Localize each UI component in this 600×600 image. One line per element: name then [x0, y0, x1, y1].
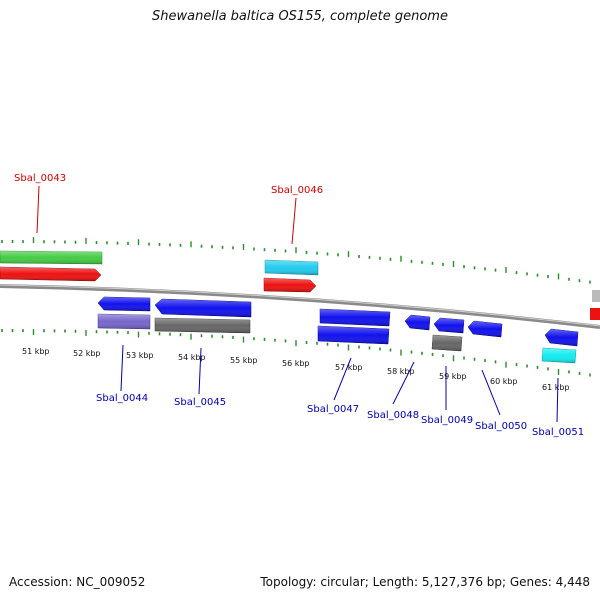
- tick-marks-inner: [1, 329, 591, 377]
- forward-gene-labels: Sbal_0043 Sbal_0046: [14, 173, 323, 245]
- map-title: Shewanella baltica OS155, complete genom…: [152, 9, 448, 24]
- gene-label-sbal-0046[interactable]: Sbal_0046: [271, 185, 323, 196]
- gene-sbal-0045-shine: [155, 299, 251, 317]
- gene-purple-shine: [98, 314, 150, 329]
- gene-label-sbal-0043[interactable]: Sbal_0043: [14, 173, 66, 184]
- tick-label: 59 kbp: [439, 372, 467, 381]
- tick-label: 61 kbp: [542, 383, 570, 392]
- leader-line: [198, 347, 202, 395]
- gene-label-sbal-0048[interactable]: Sbal_0048: [367, 410, 419, 421]
- leader-line: [392, 361, 415, 405]
- leader-line: [481, 369, 501, 416]
- leader-line: [291, 197, 297, 245]
- gene-sbal-0051-shine: [542, 348, 576, 363]
- tick-label: 56 kbp: [282, 359, 310, 368]
- forward-genes: [0, 250, 600, 320]
- accession-label: Accession: NC_009052: [9, 575, 146, 589]
- tick-label: 51 kbp: [22, 347, 50, 356]
- tick-label: 55 kbp: [230, 356, 258, 365]
- leader-line: [556, 377, 559, 423]
- backbone-highlight: [0, 284, 600, 327]
- tick-label: 58 kbp: [387, 367, 415, 376]
- gene-sbal-0046-shine: [264, 278, 316, 292]
- tick-label: 52 kbp: [73, 349, 101, 358]
- gene-label-sbal-0045[interactable]: Sbal_0045: [174, 397, 226, 408]
- tick-label: 54 kbp: [178, 353, 206, 362]
- gene-sbal-0050-shine: [468, 321, 502, 337]
- gene-lightgray-edge[interactable]: [592, 290, 600, 302]
- gene-label-sbal-0050[interactable]: Sbal_0050: [475, 421, 527, 432]
- gene-sbal-0043-green-shine: [0, 251, 102, 264]
- gene-blue-upper-0047-shine: [320, 309, 390, 326]
- gene-blue-0051-shine: [545, 329, 578, 346]
- gene-sbal-0049-blue-shine: [434, 318, 464, 333]
- gene-sbal-0044-shine: [98, 297, 150, 311]
- leader-line: [120, 344, 124, 392]
- tick-label: 57 kbp: [335, 363, 363, 372]
- reverse-genes: [97, 296, 579, 364]
- tick-label: 53 kbp: [126, 351, 154, 360]
- gene-label-sbal-0051[interactable]: Sbal_0051: [532, 427, 584, 438]
- tick-marks-outer: [1, 237, 591, 284]
- leader-line: [333, 357, 352, 401]
- gene-sbal-0048-shine: [405, 315, 430, 330]
- gene-label-sbal-0044[interactable]: Sbal_0044: [96, 393, 148, 404]
- gene-sbal-0049-shine: [432, 335, 462, 351]
- gene-gray-0045-shine: [155, 318, 250, 333]
- backbone: [0, 284, 600, 329]
- gene-sbal-0043-shine: [0, 267, 101, 281]
- tick-labels: 51 kbp 52 kbp 53 kbp 54 kbp 55 kbp 56 kb…: [22, 347, 570, 392]
- gene-sbal-0047-shine: [318, 326, 389, 344]
- gene-cyan-shine: [265, 260, 318, 275]
- tick-label: 60 kbp: [490, 377, 518, 386]
- gene-label-sbal-0049[interactable]: Sbal_0049: [421, 415, 473, 426]
- genome-summary: Topology: circular; Length: 5,127,376 bp…: [260, 575, 590, 589]
- leader-line: [36, 185, 40, 234]
- gene-red-edge[interactable]: [590, 308, 600, 320]
- gene-label-sbal-0047[interactable]: Sbal_0047: [307, 404, 359, 415]
- reverse-gene-labels: Sbal_0044 Sbal_0045 Sbal_0047 Sbal_0048 …: [96, 344, 584, 438]
